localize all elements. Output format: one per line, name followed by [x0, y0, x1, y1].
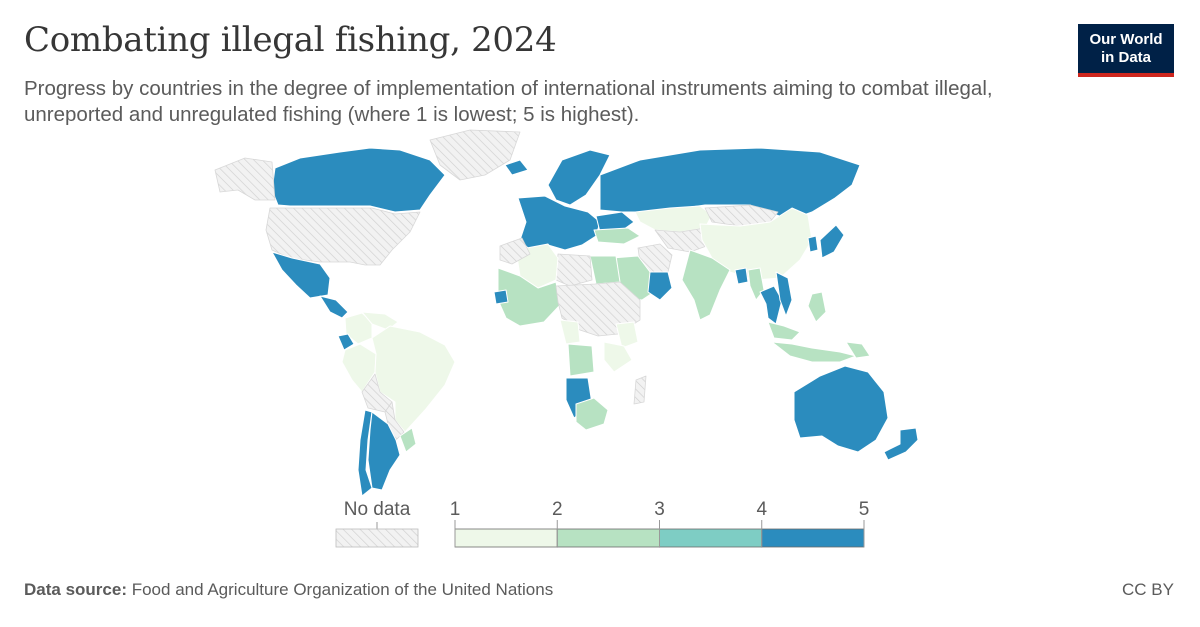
region-united-states[interactable]: United States [265, 207, 421, 266]
region-iceland[interactable]: Iceland [504, 159, 529, 176]
region-japan[interactable]: Japan [819, 224, 845, 259]
region-turkey[interactable]: Turkey [593, 227, 641, 245]
region-new-zealand[interactable]: New Zealand [883, 427, 919, 461]
region-oman[interactable]: Oman [647, 271, 673, 301]
region-vietnam[interactable]: Vietnam [775, 271, 793, 317]
region-russia[interactable]: Russia [599, 147, 861, 221]
legend-bin-1 [454, 528, 558, 548]
legend-tick-label-5: 5 [859, 499, 870, 520]
chart-title: Combating illegal fishing, 2024 [24, 20, 557, 60]
region-bangladesh[interactable]: Bangladesh [734, 267, 749, 285]
data-source-label: Data source: [24, 580, 127, 599]
region-scandinavia[interactable]: Scandinavia [547, 149, 611, 206]
region-argentina[interactable]: Argentina [367, 411, 401, 491]
region-brazil[interactable]: Brazil [371, 325, 456, 433]
legend-bin-2 [556, 528, 660, 548]
region-west-africa[interactable]: West Africa [497, 267, 561, 327]
region-canada[interactable]: Canada [271, 147, 446, 213]
region-madagascar[interactable]: Madagascar [633, 375, 647, 405]
region-kenya[interactable]: Kenya [615, 321, 639, 349]
logo-line-2: in Data [1100, 49, 1151, 66]
license-link[interactable]: CC BY [1122, 580, 1174, 599]
legend-bin-4 [761, 528, 865, 548]
logo-line-1: Our World [1089, 31, 1163, 48]
region-angola[interactable]: Angola [567, 343, 595, 377]
region-south-korea[interactable]: South Korea [807, 235, 819, 253]
data-source: Data source: Food and Agriculture Organi… [24, 580, 553, 600]
region-ecuador[interactable]: Ecuador [337, 333, 355, 351]
region-papua-new-guinea[interactable]: Papua New Guinea [845, 341, 871, 359]
legend-tick-label-2: 2 [552, 499, 563, 520]
region-uruguay[interactable]: Uruguay [399, 427, 417, 453]
region-mexico[interactable]: Mexico [271, 251, 331, 299]
region-venezuela[interactable]: Venezuela [361, 311, 399, 331]
region-malaysia[interactable]: Malaysia [767, 321, 801, 341]
region-alaska[interactable]: Alaska [214, 157, 276, 201]
region-central-america[interactable]: Central America [319, 295, 349, 319]
legend-tick-label-4: 4 [756, 499, 767, 520]
owid-logo[interactable]: Our World in Data [1078, 24, 1174, 77]
region-australia[interactable]: Australia [793, 365, 889, 453]
region-philippines[interactable]: Philippines [807, 291, 827, 323]
chart-subtitle: Progress by countries in the degree of i… [24, 77, 993, 126]
region-tanzania[interactable]: Tanzania [603, 341, 633, 373]
legend-tick-label-3: 3 [654, 499, 665, 520]
region-gabon[interactable]: Gabon [559, 319, 581, 345]
region-south-africa[interactable]: South Africa [575, 397, 609, 431]
region-india[interactable]: India [681, 249, 731, 321]
legend-no-data-label: No data [344, 499, 411, 520]
data-source-text: Food and Agriculture Organization of the… [131, 580, 554, 599]
legend-bin-3 [659, 528, 763, 548]
region-senegal[interactable]: Senegal [493, 289, 509, 305]
region-peru[interactable]: Peru [341, 343, 377, 393]
legend-no-data-swatch [335, 528, 419, 548]
legend-tick-label-1: 1 [450, 499, 461, 520]
region-greenland[interactable]: Greenland [429, 129, 521, 181]
region-morocco[interactable]: Morocco [499, 237, 531, 265]
